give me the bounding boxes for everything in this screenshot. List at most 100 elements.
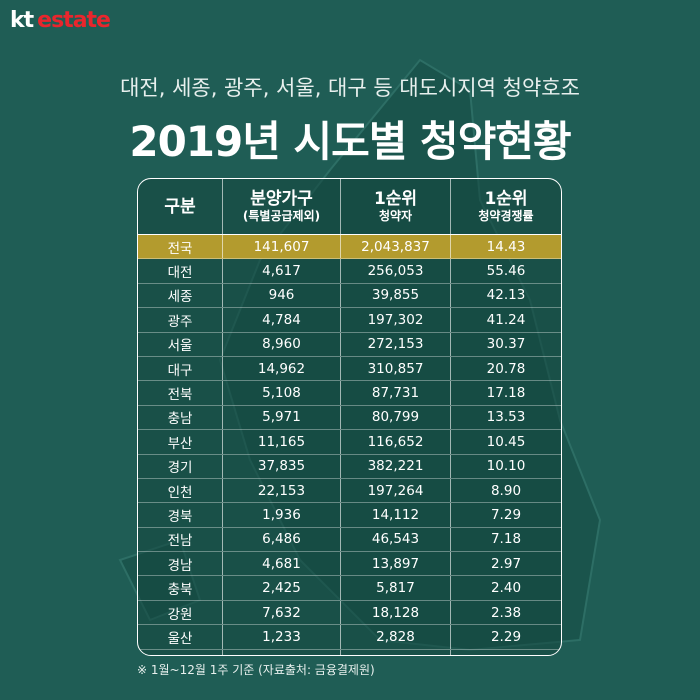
table-cell: 서울 [138, 332, 223, 356]
table-row: 전북 5,108 87,731 17.18 [138, 381, 561, 406]
table-row: 서울 8,960 272,153 30.37 [138, 332, 561, 357]
table-cell: 30.37 [486, 336, 526, 353]
logo-name: estate [37, 8, 111, 33]
table-cell: 10.45 [486, 433, 526, 450]
table-cell: 대구 [138, 356, 223, 381]
table-cell: 13,897 [341, 552, 451, 576]
table-cell: 13.53 [486, 409, 526, 426]
table-cell: 5,971 [223, 405, 341, 430]
table-cell: 116,652 [341, 430, 451, 454]
table-row: 인천 22,153 197,264 8.90 [138, 478, 561, 504]
table-cell: 강원 [138, 600, 223, 625]
table-row: 경기 37,835 382,221 10.10 [138, 454, 561, 479]
table-row: 전국 141,607 2,043,837 14.43 [138, 235, 561, 260]
table-cell: 18,128 [341, 600, 451, 625]
header-cell: 1순위 청약자 [341, 179, 451, 234]
header-text: 분양가구 [250, 189, 313, 209]
table-cell: 8.90 [490, 482, 522, 499]
table-cell: 5,817 [341, 576, 451, 600]
title: 2019년 시도별 청약현황 [129, 117, 571, 166]
table-cell: 87,731 [341, 381, 451, 405]
table-cell: 제주 [138, 649, 223, 655]
table-cell: 경기 [138, 454, 223, 478]
table-cell: 17.18 [486, 385, 526, 402]
header-text: 청약자 [378, 209, 413, 223]
footnote: ※ 1월~12월 1주 기준 (자료출처: 금융결제원) [137, 663, 375, 677]
header-text: 청약경쟁률 [478, 209, 534, 223]
table-cell: 713 [223, 649, 341, 655]
table-row: 세종 946 39,855 42.13 [138, 283, 561, 309]
table-row: 경북 1,936 14,112 7.29 [138, 503, 561, 528]
table: 구분 분양가구 (특별공급제외) 1순위 청약자 1순위 청약경쟁률 전국 141,607 2,0… [137, 178, 562, 656]
table-cell: 14,962 [223, 356, 341, 381]
table-cell: 272,153 [341, 332, 451, 356]
table-cell: 4,681 [223, 552, 341, 576]
table-cell: 경북 [138, 503, 223, 527]
subtitle: 대전, 세종, 광주, 서울, 대구 등 대도시지역 청약호조 [120, 76, 580, 100]
header-cell: 분양가구 (특별공급제외) [223, 179, 341, 234]
table-cell: 1,936 [223, 503, 341, 527]
table-cell: 전남 [138, 527, 223, 552]
table-cell: 197,302 [341, 308, 451, 332]
table-cell: 256,053 [341, 259, 451, 283]
table-cell: 80,799 [341, 405, 451, 430]
table-cell: 4,617 [223, 259, 341, 283]
table-cell: 310,857 [341, 356, 451, 381]
table-cell: 2.28 [451, 650, 561, 655]
table-cell: 경남 [138, 552, 223, 576]
table-cell: 2.38 [490, 604, 522, 621]
table-cell: 946 [223, 283, 341, 308]
table-row: 충북 2,425 5,817 2.40 [138, 576, 561, 601]
table-cell: 7.29 [490, 506, 522, 523]
table-cell: 7,632 [223, 600, 341, 625]
table-cell: 1,233 [223, 625, 341, 649]
table-cell: 대전 [138, 259, 223, 283]
logo-brand: kt [10, 8, 34, 33]
table-cell: 4,784 [223, 308, 341, 332]
table-cell: 광주 [138, 308, 223, 332]
table-cell: 42.13 [486, 287, 526, 304]
table-cell: 2.97 [490, 555, 522, 572]
table-cell: 세종 [138, 283, 223, 308]
table-row: 충남 5,971 80,799 13.53 [138, 405, 561, 431]
table-cell: 2,828 [341, 625, 451, 649]
table-row: 강원 7,632 18,128 2.38 [138, 600, 561, 626]
table-cell: 충남 [138, 405, 223, 430]
table-row: 전남 6,486 46,543 7.18 [138, 527, 561, 553]
table-row: 울산 1,233 2,828 2.29 [138, 625, 561, 650]
table-cell: 2.29 [490, 628, 522, 645]
table-cell: 22,153 [223, 478, 341, 503]
header-text: 구분 [164, 196, 196, 217]
table-cell: 부산 [138, 430, 223, 454]
table-cell: 10.10 [486, 458, 526, 475]
table-row: 부산 11,165 116,652 10.45 [138, 430, 561, 455]
table-cell: 11,165 [223, 430, 341, 454]
table-row: 경남 4,681 13,897 2.97 [138, 552, 561, 577]
table-cell: 2,425 [223, 576, 341, 600]
table-cell: 197,264 [341, 478, 451, 503]
table-cell: 20.78 [486, 360, 526, 377]
table-cell: 2.40 [490, 580, 522, 597]
table-cell: 55.46 [486, 263, 526, 280]
table-row: 대전 4,617 256,053 55.46 [138, 259, 561, 284]
table-cell: 41.24 [486, 311, 526, 328]
header-text: 1순위 [484, 189, 528, 209]
table-cell: 울산 [138, 625, 223, 649]
table-cell: 충북 [138, 576, 223, 600]
table-cell: 37,835 [223, 454, 341, 478]
table-cell: 1,625 [341, 649, 451, 655]
table-cell: 46,543 [341, 527, 451, 552]
logo: kt estate [10, 8, 111, 33]
table-cell: 14.43 [486, 238, 526, 255]
table-cell: 14,112 [341, 503, 451, 527]
table-row: 광주 4,784 197,302 41.24 [138, 308, 561, 333]
table-cell: 141,607 [223, 235, 341, 259]
header-text: (특별공급제외) [242, 209, 321, 223]
table-cell: 5,108 [223, 381, 341, 405]
table-cell: 2,043,837 [341, 235, 451, 259]
table-header: 구분 분양가구 (특별공급제외) 1순위 청약자 1순위 청약경쟁률 [138, 179, 561, 235]
header-cell: 구분 [138, 179, 223, 234]
table-cell: 39,855 [341, 283, 451, 308]
table-cell: 7.18 [490, 531, 522, 548]
